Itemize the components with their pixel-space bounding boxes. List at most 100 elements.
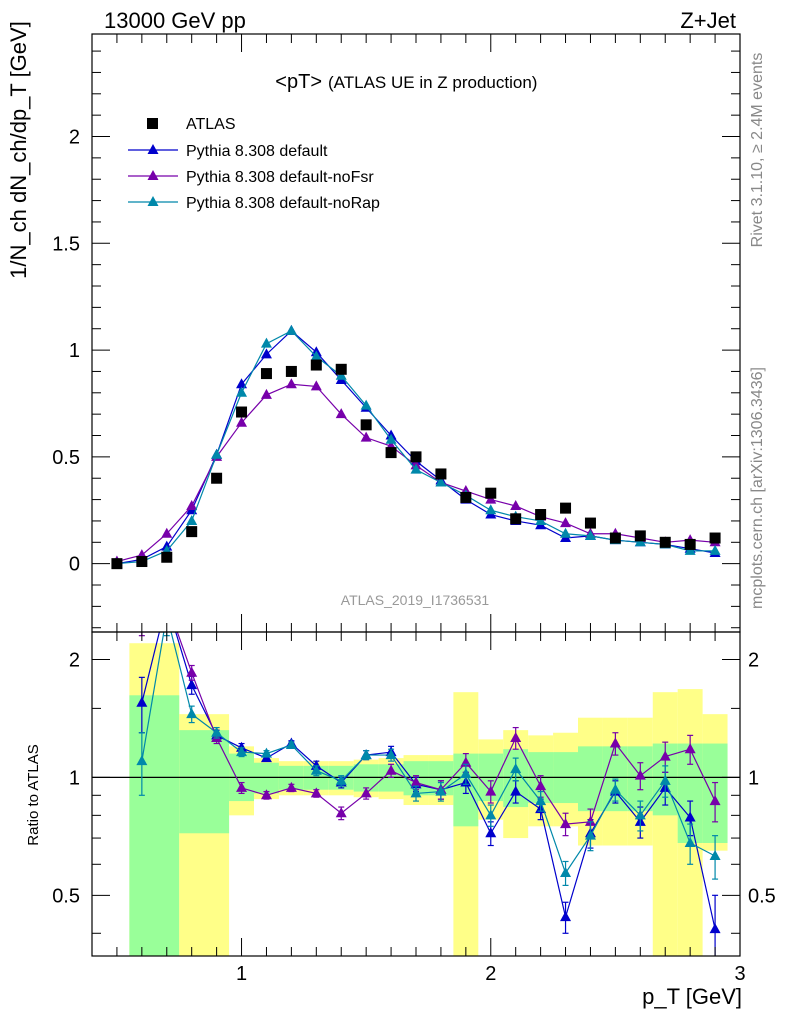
atlas-point-10 [360, 419, 372, 431]
ratio-2-point-4 [211, 726, 223, 737]
x-tick-label-1: 1 [236, 963, 247, 985]
ratio-2-point-3 [186, 708, 198, 719]
atlas-point-1 [136, 556, 148, 568]
atlas-point-17 [535, 509, 547, 521]
y-tick-label-1: 1 [69, 340, 80, 362]
legend-marker-atlas [147, 118, 158, 129]
ratio-2-point-21 [634, 809, 646, 820]
rivet-label: Rivet 3.1.10, ≥ 2.4M events [749, 53, 766, 248]
series-1-point-8 [310, 380, 322, 391]
series-1-point-6 [260, 388, 272, 399]
atlas-point-20 [609, 532, 621, 544]
ratio-tick-label-right-1: 1 [748, 767, 759, 789]
ratio-2-point-11 [385, 749, 397, 760]
atlas-point-9 [335, 363, 347, 375]
ratio-1-point-19 [584, 815, 596, 826]
ratio-1-point-17 [535, 780, 547, 791]
ratio-0-point-18 [560, 911, 572, 922]
series-2-point-15 [485, 504, 497, 515]
ratio-1-point-12 [410, 776, 422, 787]
ratio-1-point-21 [634, 769, 646, 780]
x-axis-label: p_T [GeV] [642, 984, 742, 1009]
atlas-point-15 [485, 487, 497, 499]
ratio-2-point-5 [236, 746, 248, 757]
atlas-point-24 [709, 532, 721, 544]
series-1-point-2 [161, 527, 173, 538]
ratio-2-point-24 [709, 849, 721, 860]
ratio-2-point-22 [659, 774, 671, 785]
ratio-1-point-23 [684, 743, 696, 754]
band-outer-19 [652, 692, 678, 956]
legend-label-nofsr: Pythia 8.308 default-noFsr [186, 169, 374, 186]
ratio-2-point-15 [485, 809, 497, 820]
ratio-2-point-19 [584, 829, 596, 840]
ratio-0-point-15 [485, 827, 497, 838]
atlas-point-12 [410, 451, 422, 463]
ratio-tick-label-left-1: 1 [69, 767, 80, 789]
ratio-1-point-22 [659, 750, 671, 761]
atlas-point-3 [186, 526, 198, 538]
legend-label-default: Pythia 8.308 default [186, 143, 328, 160]
ratio-0-point-24 [709, 923, 721, 934]
ratio-tick-label-right-0.5: 0.5 [748, 885, 776, 907]
series-1-point-3 [186, 499, 198, 510]
ratio-2-point-7 [285, 738, 297, 749]
y-tick-label-1.5: 1.5 [52, 233, 80, 255]
ratio-2-point-14 [460, 768, 472, 779]
series-1-point-7 [285, 378, 297, 389]
ratio-0-point-2 [161, 596, 172, 606]
ratio-2-point-18 [560, 867, 572, 878]
ratio-2-point-20 [609, 783, 621, 794]
x-tick-label-3: 3 [734, 963, 745, 985]
atlas-point-16 [510, 513, 522, 525]
atlas-point-7 [285, 365, 297, 377]
y-tick-label-0: 0 [69, 554, 80, 576]
ratio-1-point-7 [285, 781, 297, 792]
ratio-1-point-16 [510, 732, 522, 743]
ratio-tick-label-right-2: 2 [748, 649, 759, 671]
legend-label-atlas: ATLAS [186, 116, 236, 133]
series-2-point-6 [260, 337, 272, 348]
x-tick-label-2: 2 [485, 963, 496, 985]
ratio-line-0 [141, 632, 716, 930]
ratio-2-point-23 [684, 836, 696, 847]
ratio-2-point-2 [161, 609, 172, 619]
chart-title: <pT> [275, 71, 322, 93]
atlas-point-14 [460, 491, 472, 503]
main-series-lines [111, 324, 721, 570]
series-2-point-5 [236, 386, 248, 397]
series-1-point-16 [510, 499, 522, 510]
atlas-point-11 [385, 447, 397, 459]
band-inner-0 [129, 695, 180, 956]
series-2-point-19 [584, 529, 596, 540]
ratio-0-point-16 [510, 785, 522, 796]
atlas-point-6 [260, 368, 272, 380]
legend-marker-norap [147, 196, 159, 206]
series-2-point-10 [360, 399, 372, 410]
atlas-point-0 [111, 558, 123, 570]
y-axis-label: 1/N_ch dN_ch/dp_T [GeV] [6, 21, 31, 279]
header-left: 13000 GeV pp [104, 8, 246, 33]
ratio-1-point-1 [136, 609, 147, 619]
ratio-1-point-9 [335, 807, 347, 818]
series-0-point-5 [236, 378, 248, 389]
analysis-label: ATLAS_2019_I1736531 [341, 592, 490, 608]
atlas-point-5 [236, 406, 248, 418]
ratio-1-point-6 [260, 789, 272, 800]
legend-marker-nofsr [147, 170, 159, 180]
atlas-point-13 [435, 468, 447, 480]
series-1-point-10 [360, 431, 372, 442]
chart-subtitle: (ATLAS UE in Z production) [328, 73, 537, 92]
ratio-0-point-23 [684, 811, 696, 822]
ratio-0-point-3 [186, 679, 198, 690]
atlas-point-4 [211, 472, 223, 484]
ratio-1-point-10 [360, 787, 372, 798]
series-line-2 [116, 330, 716, 565]
ratio-0-point-1 [136, 696, 148, 707]
ratio-tick-label-left-0.5: 0.5 [52, 885, 80, 907]
series-line-0 [116, 330, 716, 565]
atlas-point-22 [659, 536, 671, 548]
ratio-tick-label-left-2: 2 [69, 649, 80, 671]
ratio-1-point-5 [236, 781, 248, 792]
